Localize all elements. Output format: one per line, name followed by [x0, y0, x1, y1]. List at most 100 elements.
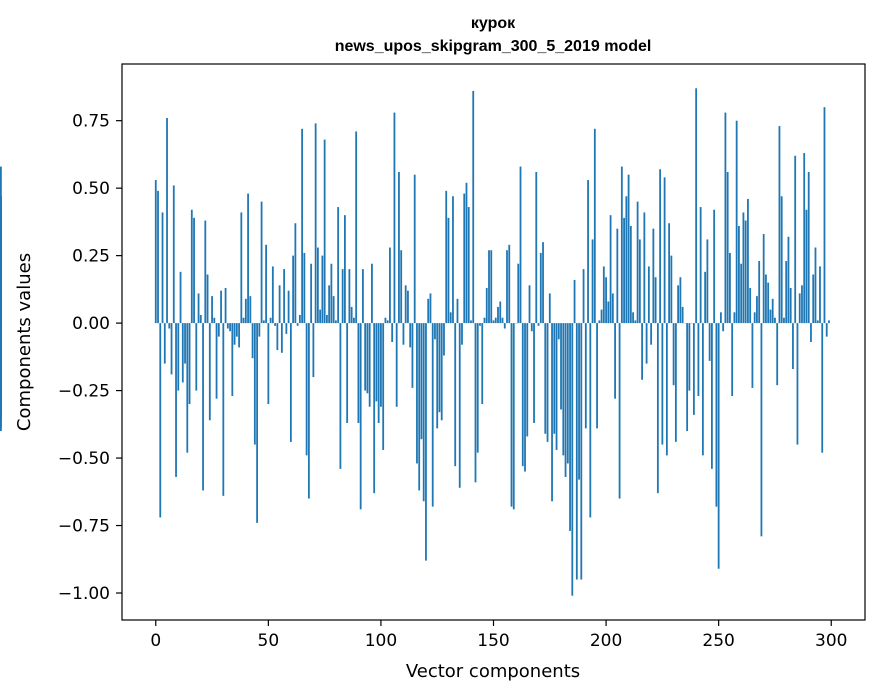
bar-12	[181, 323, 184, 383]
bar-5	[166, 117, 168, 324]
bar-undefined	[0, 255, 2, 324]
bar-294	[816, 320, 819, 324]
bar-53	[274, 323, 276, 326]
bar-109	[400, 250, 403, 324]
bar-27	[215, 323, 218, 399]
bar-202	[609, 215, 612, 324]
bar-156	[506, 250, 508, 324]
bar-128	[443, 323, 445, 356]
bar-230	[672, 323, 675, 386]
bar-18	[195, 323, 198, 391]
bar-79	[332, 296, 335, 324]
bar-272	[767, 282, 770, 324]
bar-66	[303, 252, 306, 324]
bar-165	[526, 323, 529, 437]
bar-61	[292, 255, 295, 324]
bar-196	[596, 323, 598, 429]
bar-199	[602, 266, 605, 324]
bar-174	[546, 323, 549, 442]
bar-120	[425, 323, 427, 561]
bar-124	[434, 323, 436, 340]
bar-77	[328, 285, 331, 324]
bar-142	[474, 323, 477, 483]
bar-289	[805, 209, 808, 324]
bar-0	[154, 180, 157, 324]
bar-119	[422, 323, 425, 502]
chart-title: курок	[471, 15, 516, 32]
bar-219	[647, 266, 650, 324]
bar-270	[762, 234, 765, 324]
bar-292	[812, 274, 815, 324]
bar-60	[289, 323, 292, 442]
bar-232	[677, 285, 680, 324]
bar-47	[260, 201, 263, 324]
bar-222	[654, 277, 657, 324]
bar-205	[616, 228, 619, 324]
bar-16	[190, 209, 193, 324]
bar-45	[256, 323, 258, 523]
y-axis-label: Components values	[14, 253, 35, 431]
bar-299	[828, 320, 830, 324]
y-tick-label: 0.00	[72, 314, 110, 334]
bar-3	[161, 212, 164, 324]
bar-218	[645, 323, 648, 364]
bar-150	[492, 320, 495, 324]
bar-264	[749, 288, 752, 324]
bar-158	[510, 323, 513, 507]
bar-34	[231, 323, 234, 396]
bar-104	[389, 247, 391, 324]
bar-215	[638, 239, 641, 324]
x-tick-label: 250	[702, 631, 734, 651]
bar-35	[233, 323, 236, 345]
bar-207	[620, 166, 623, 324]
bar-216	[641, 323, 643, 380]
bar-49	[265, 244, 267, 324]
bar-90	[357, 323, 360, 423]
bar-92	[362, 269, 364, 324]
bar-74	[321, 255, 324, 324]
bar-208	[623, 217, 625, 324]
bar-130	[447, 217, 450, 324]
bar-28	[217, 323, 220, 337]
bar-285	[796, 323, 799, 445]
bar-237	[688, 323, 691, 391]
bar-56	[280, 323, 283, 353]
bar-291	[810, 323, 812, 342]
bar-114	[411, 323, 414, 388]
bar-167	[530, 323, 533, 332]
bar-188	[578, 323, 580, 480]
bar-11	[179, 271, 182, 324]
bar-245	[706, 239, 709, 324]
bar-76	[325, 315, 328, 324]
bar-214	[636, 201, 639, 324]
bar-210	[627, 174, 630, 324]
bar-193	[589, 323, 592, 518]
bar-43	[251, 323, 254, 359]
bar-203	[611, 293, 614, 324]
bar-140	[470, 320, 472, 324]
bar-20	[199, 315, 202, 324]
bar-233	[679, 277, 682, 324]
bar-36	[235, 323, 238, 337]
bar-57	[283, 269, 286, 324]
bar-55	[278, 285, 281, 324]
bar-24	[208, 323, 211, 421]
bar-1	[157, 190, 159, 324]
bar-145	[481, 323, 484, 405]
bar-52	[271, 266, 274, 324]
bar-22	[204, 220, 207, 324]
bar-183	[566, 323, 569, 464]
bar-181	[562, 323, 565, 456]
bar-209	[625, 196, 628, 324]
bar-170	[537, 323, 540, 326]
bar-246	[708, 323, 711, 361]
bar-138	[465, 182, 468, 324]
bar-141	[472, 90, 475, 324]
bar-290	[807, 171, 810, 324]
bar-6	[168, 323, 171, 329]
bar-267	[756, 296, 758, 324]
bar-152	[497, 306, 499, 324]
bar-17	[193, 217, 195, 324]
bar-15	[188, 323, 191, 405]
